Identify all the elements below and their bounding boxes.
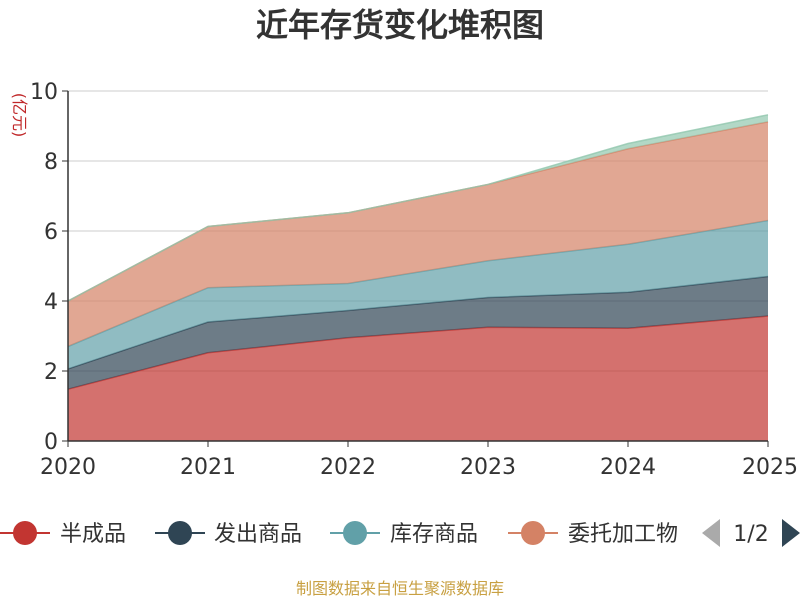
x-tick-label: 2021 [180, 455, 236, 480]
x-tick-label: 2025 [742, 455, 798, 480]
y-tick-label: 4 [44, 290, 58, 315]
legend-marker [13, 521, 37, 545]
chart-title: 近年存货变化堆积图 [256, 6, 544, 44]
legend-marker [168, 521, 192, 545]
legend[interactable]: 半成品 发出商品 库存商品 委托加工物 1/2 [0, 519, 800, 547]
y-tick-label: 6 [44, 220, 58, 245]
y-tick-label: 2 [44, 360, 58, 385]
series-area-3 [68, 220, 768, 369]
legend-label: 委托加工物 [568, 522, 678, 547]
axes: 0 2 4 6 8 10 2020 2021 2022 2023 2024 2025 [30, 80, 798, 480]
y-tick-label: 0 [44, 430, 58, 455]
series-area-1 [68, 316, 768, 441]
series-area-2 [68, 276, 768, 390]
x-tick-label: 2022 [320, 455, 376, 480]
legend-item-2[interactable]: 发出商品 [155, 521, 302, 547]
x-tick-label: 2023 [460, 455, 516, 480]
series-area-4 [68, 121, 768, 347]
legend-marker [521, 521, 545, 545]
y-tick-label: 10 [30, 80, 58, 105]
series-line-5 [67, 114, 769, 302]
legend-item-4[interactable]: 委托加工物 [508, 521, 678, 547]
legend-label: 库存商品 [390, 522, 478, 547]
legend-marker [343, 521, 367, 545]
series-area-5 [68, 114, 768, 301]
x-tick-label: 2024 [600, 455, 656, 480]
source-note: 制图数据来自恒生聚源数据库 [296, 579, 504, 598]
legend-label: 发出商品 [214, 522, 302, 547]
legend-label: 半成品 [60, 522, 126, 547]
legend-item-1[interactable]: 半成品 [0, 521, 126, 547]
legend-item-3[interactable]: 库存商品 [330, 521, 478, 547]
y-axis-label: (亿元) [10, 93, 29, 138]
plot-area [67, 114, 769, 441]
legend-prev-page-icon[interactable] [702, 519, 720, 547]
legend-page-indicator: 1/2 [733, 522, 768, 547]
y-tick-label: 8 [44, 150, 58, 175]
x-tick-label: 2020 [40, 455, 96, 480]
legend-next-page-icon[interactable] [782, 519, 800, 547]
